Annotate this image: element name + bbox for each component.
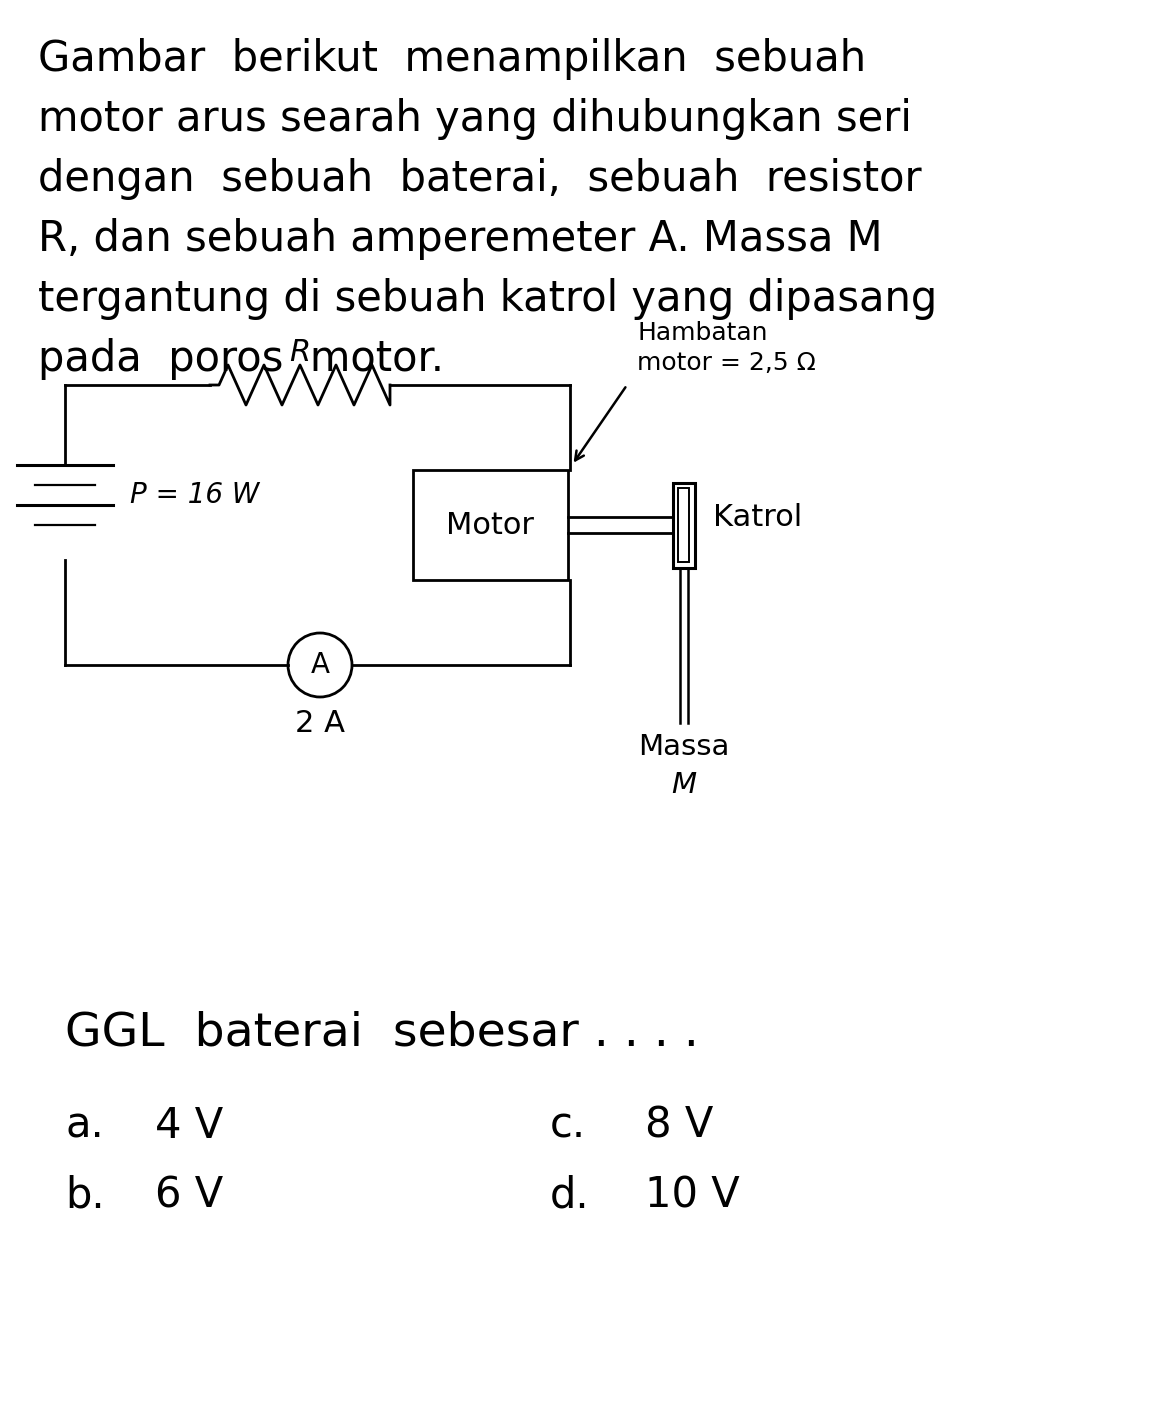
Text: 6 V: 6 V [155,1174,223,1217]
Text: GGL  baterai  sebesar . . . .: GGL baterai sebesar . . . . [65,1010,698,1055]
Text: Gambar  berikut  menampilkan  sebuah: Gambar berikut menampilkan sebuah [38,38,866,80]
Text: pada  poros  motor.: pada poros motor. [38,338,444,381]
Text: a.: a. [65,1105,103,1147]
Text: P = 16 W: P = 16 W [130,481,259,508]
Bar [673,483,695,568]
Text: dengan  sebuah  baterai,  sebuah  resistor: dengan sebuah baterai, sebuah resistor [38,158,921,200]
Text: b.: b. [65,1174,105,1217]
Text: 8 V: 8 V [645,1105,713,1147]
Bar [677,488,689,562]
Text: 4 V: 4 V [155,1105,223,1147]
Text: tergantung di sebuah katrol yang dipasang: tergantung di sebuah katrol yang dipasan… [38,278,938,320]
Text: d.: d. [550,1174,589,1217]
Text: R: R [289,338,310,366]
Text: M: M [670,771,696,798]
Text: Massa: Massa [638,733,730,761]
Bar [413,470,567,579]
Text: motor arus searah yang dihubungkan seri: motor arus searah yang dihubungkan seri [38,98,912,141]
Text: c.: c. [550,1105,586,1147]
Text: Motor: Motor [446,511,535,540]
Text: R, dan sebuah amperemeter A. Massa M: R, dan sebuah amperemeter A. Massa M [38,219,883,260]
Text: A: A [310,650,330,679]
Text: 2 A: 2 A [295,709,345,738]
Text: 10 V: 10 V [645,1174,740,1217]
Text: Katrol: Katrol [712,503,802,531]
Text: Hambatan
motor = 2,5 Ω: Hambatan motor = 2,5 Ω [637,321,816,375]
